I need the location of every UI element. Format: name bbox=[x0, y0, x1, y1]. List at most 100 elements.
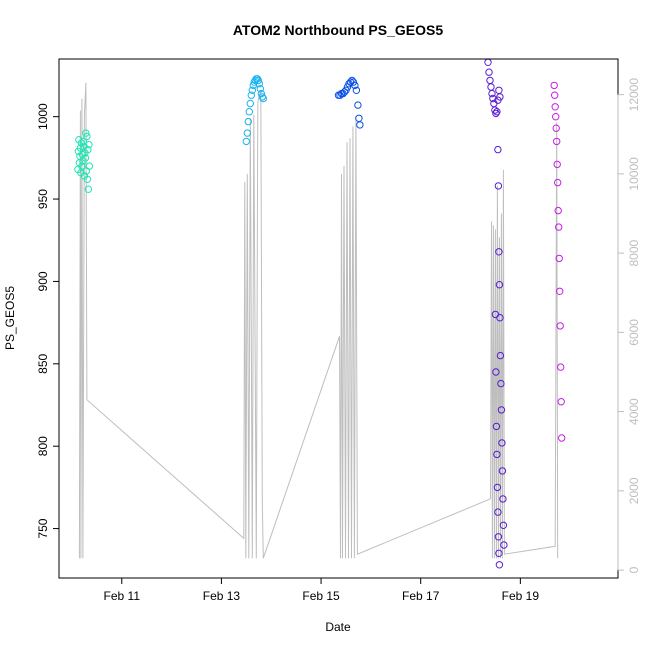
data-point bbox=[498, 439, 506, 447]
data-point bbox=[255, 80, 263, 88]
data-point bbox=[556, 287, 564, 295]
data-point bbox=[245, 108, 254, 116]
data-point bbox=[85, 162, 94, 170]
data-point bbox=[492, 109, 500, 118]
data-point bbox=[258, 93, 266, 101]
x-axis-label: Date bbox=[325, 620, 351, 634]
y-axis-label: PS_GEOS5 bbox=[3, 286, 17, 350]
data-point bbox=[253, 75, 261, 83]
data-point bbox=[494, 145, 502, 154]
data-point bbox=[78, 162, 86, 170]
data-point bbox=[495, 248, 503, 256]
y2-tick-label: 4000 bbox=[627, 398, 641, 425]
data-point bbox=[259, 94, 267, 103]
data-point bbox=[553, 160, 561, 169]
data-point bbox=[494, 182, 503, 190]
data-point bbox=[496, 314, 504, 322]
data-point bbox=[557, 398, 565, 406]
data-point bbox=[551, 103, 559, 111]
data-point bbox=[550, 81, 558, 90]
y-tick-label: 900 bbox=[36, 271, 50, 291]
data-point bbox=[499, 521, 508, 529]
data-point bbox=[498, 467, 507, 475]
data-point bbox=[499, 495, 507, 503]
data-point bbox=[242, 137, 251, 146]
series-5 bbox=[550, 81, 566, 442]
data-point bbox=[496, 93, 504, 101]
y-tick-label: 850 bbox=[36, 353, 50, 373]
data-point bbox=[254, 76, 262, 85]
altitude-line bbox=[78, 82, 559, 559]
y-tick-label: 750 bbox=[36, 518, 50, 538]
data-point bbox=[244, 117, 253, 126]
series-4 bbox=[484, 58, 508, 569]
data-point bbox=[493, 483, 502, 492]
data-point bbox=[247, 91, 256, 99]
data-point bbox=[79, 137, 88, 146]
y2-tick-label: 0 bbox=[627, 566, 641, 573]
data-point bbox=[356, 121, 364, 129]
data-point bbox=[497, 406, 506, 414]
y2-tick-label: 10000 bbox=[627, 157, 641, 191]
y2-tick-label: 2000 bbox=[627, 477, 641, 504]
data-point bbox=[558, 434, 566, 442]
data-points-group bbox=[74, 58, 566, 569]
y-axis-right: 0 2000 4000 6000 8000 10000 12000 bbox=[617, 78, 641, 573]
data-point bbox=[489, 94, 497, 103]
data-point bbox=[81, 154, 90, 162]
data-point bbox=[354, 101, 362, 109]
data-point bbox=[553, 137, 561, 146]
x-tick-label: Feb 11 bbox=[104, 589, 141, 603]
data-point bbox=[342, 86, 350, 95]
y-tick-label: 800 bbox=[36, 436, 50, 456]
data-point bbox=[495, 281, 504, 289]
data-point bbox=[493, 450, 501, 459]
data-point bbox=[493, 108, 501, 116]
altitude-line-group bbox=[78, 82, 559, 559]
data-point bbox=[76, 144, 85, 152]
data-point bbox=[556, 322, 564, 330]
chart-title: ATOM2 Northbound PS_GEOS5 bbox=[233, 22, 443, 38]
data-point bbox=[497, 379, 505, 388]
data-point bbox=[551, 91, 559, 99]
data-point bbox=[257, 89, 265, 98]
data-point bbox=[496, 351, 505, 360]
data-point bbox=[256, 85, 264, 93]
y2-tick-label: 8000 bbox=[627, 239, 641, 266]
data-point bbox=[352, 86, 361, 95]
x-tick-label: Feb 15 bbox=[302, 589, 340, 603]
data-point bbox=[488, 89, 496, 98]
y2-tick-label: 12000 bbox=[627, 78, 641, 112]
data-point bbox=[557, 363, 565, 371]
data-point bbox=[552, 113, 560, 121]
series-1 bbox=[74, 129, 94, 193]
data-point bbox=[84, 185, 93, 193]
x-tick-label: Feb 13 bbox=[203, 589, 241, 603]
x-tick-label: Feb 17 bbox=[402, 589, 440, 603]
data-point bbox=[85, 141, 93, 149]
data-point bbox=[349, 78, 358, 86]
data-point bbox=[554, 206, 562, 215]
data-point bbox=[83, 175, 92, 184]
x-axis: Feb 11 Feb 13 Feb 15 Feb 17 Feb 19 bbox=[104, 578, 539, 603]
data-point bbox=[351, 81, 359, 90]
data-point bbox=[492, 422, 501, 431]
data-point bbox=[491, 106, 499, 114]
y-axis-left: 750 800 850 900 950 1000 bbox=[36, 103, 59, 539]
data-point bbox=[555, 223, 563, 231]
data-point bbox=[552, 124, 560, 132]
data-point bbox=[84, 145, 92, 154]
series-2 bbox=[242, 75, 267, 146]
data-point bbox=[83, 132, 91, 141]
data-point bbox=[555, 254, 563, 263]
data-point bbox=[82, 129, 90, 137]
data-point bbox=[494, 533, 503, 541]
series-3 bbox=[334, 76, 364, 129]
data-point bbox=[554, 178, 562, 187]
data-point bbox=[492, 368, 500, 376]
data-point bbox=[500, 541, 508, 549]
data-point bbox=[248, 86, 257, 95]
y-tick-label: 1000 bbox=[36, 103, 50, 130]
